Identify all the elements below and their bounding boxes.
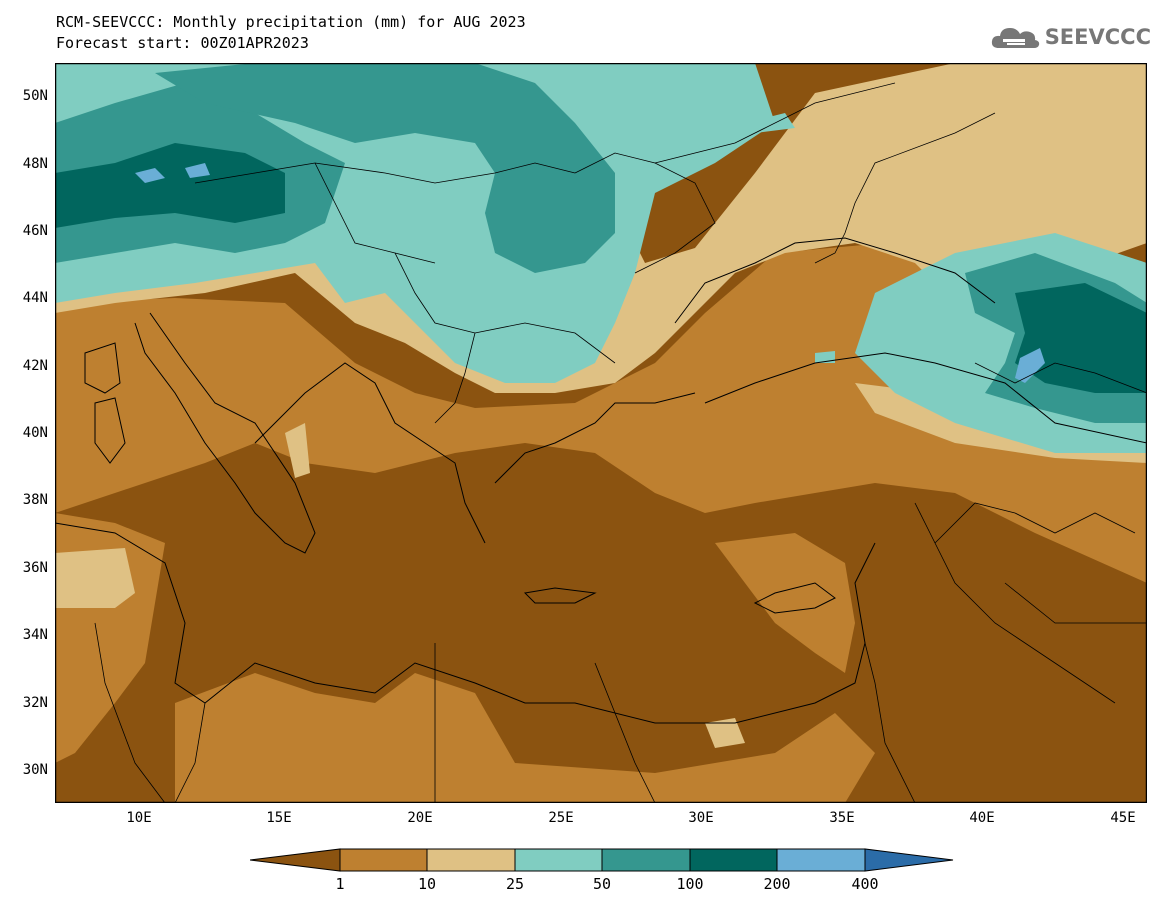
- precip-band-50-100: [745, 113, 795, 133]
- lat-label: 42N: [22, 358, 48, 374]
- lat-label: 36N: [22, 560, 48, 576]
- lon-label: 45E: [1110, 810, 1136, 826]
- lat-label: 48N: [22, 156, 48, 172]
- lon-label: 30E: [688, 810, 714, 826]
- precipitation-map: [55, 63, 1147, 803]
- precip-band-10-25: [715, 533, 855, 673]
- lat-label: 34N: [22, 627, 48, 643]
- colorbar-label: 400: [851, 875, 879, 893]
- cloud-icon: [991, 28, 1039, 48]
- lon-label: 10E: [126, 810, 152, 826]
- precip-band-50-100: [815, 351, 835, 363]
- colorbar-label: 25: [505, 875, 525, 893]
- lat-label: 38N: [22, 492, 48, 508]
- logo-text: SEEVCCC: [1044, 25, 1151, 49]
- colorbar-label: 100: [676, 875, 704, 893]
- coastlines: [55, 237, 1147, 724]
- colorbar-segment-25-50: [514, 848, 603, 872]
- lat-label: 50N: [22, 88, 48, 104]
- colorbar-label: 10: [417, 875, 437, 893]
- precip-band-200-400: [55, 143, 285, 228]
- precip-band-400-plus: [1015, 348, 1045, 383]
- lat-label: 44N: [22, 290, 48, 306]
- precip-band-400-plus: [185, 163, 210, 178]
- colorbar-segment-above-400: [864, 848, 954, 872]
- precip-band-25-50: [705, 718, 745, 748]
- chart-title: RCM-SEEVCCC: Monthly precipitation (mm) …: [56, 13, 526, 31]
- precip-band-25-50: [55, 548, 135, 608]
- colorbar-label: 50: [592, 875, 612, 893]
- lat-label: 30N: [22, 762, 48, 778]
- map-border: [55, 63, 1147, 803]
- precip-band-100-200: [155, 63, 615, 273]
- lat-label: 32N: [22, 695, 48, 711]
- lon-label: 40E: [969, 810, 995, 826]
- lon-label: 35E: [829, 810, 855, 826]
- lat-label: 40N: [22, 425, 48, 441]
- forecast-start-label: Forecast start: 00Z01APR2023: [56, 34, 309, 52]
- precip-band-200-400: [1015, 283, 1147, 393]
- colorbar-segment-1-10: [339, 848, 428, 872]
- colorbar-segment-200-400: [776, 848, 866, 872]
- colorbar-segment-100-200: [689, 848, 778, 872]
- lon-label: 15E: [266, 810, 292, 826]
- lon-label: 20E: [407, 810, 433, 826]
- colorbar-segment-50-100: [601, 848, 691, 872]
- colorbar-segment-10-25: [426, 848, 516, 872]
- colorbar-label: 200: [763, 875, 791, 893]
- colorbar: [250, 848, 954, 872]
- lat-label: 46N: [22, 223, 48, 239]
- country-borders: [94, 82, 1147, 803]
- lon-label: 25E: [548, 810, 574, 826]
- precip-band-25-50: [285, 423, 310, 478]
- seevccc-logo: SEEVCCC: [989, 22, 1151, 52]
- colorbar-label: 1: [335, 875, 345, 893]
- precip-band-400-plus: [135, 168, 165, 183]
- colorbar-segment-below-1: [250, 848, 341, 872]
- precip-band-10-25: [175, 673, 875, 803]
